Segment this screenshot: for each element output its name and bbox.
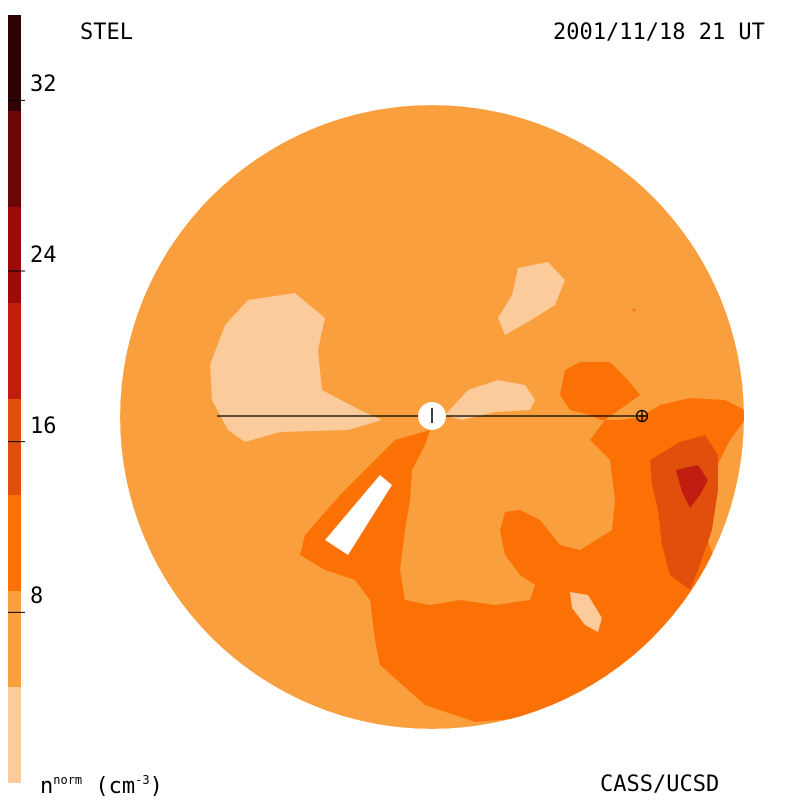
colorbar-tick-label: 32 [30, 72, 57, 98]
timestamp-label: 2001/11/18 21 UT [553, 20, 765, 45]
colorbar-band [8, 207, 21, 303]
unit-exp: -3 [135, 773, 150, 787]
colorbar-band [8, 399, 21, 495]
contour-low-left [210, 293, 382, 442]
earth-marker [635, 409, 649, 423]
unit-tail: (cm [95, 774, 136, 799]
contour-low-center [445, 380, 535, 420]
contour-mid-finger [440, 425, 500, 462]
colorbar-band [8, 495, 21, 591]
colorbar-band [8, 111, 21, 207]
unit-label: nnorm (cm-3) [40, 774, 163, 798]
colorbar-tick-label: 16 [30, 413, 57, 439]
contour-mid-finger-2 [438, 388, 458, 405]
blank-wedge [325, 475, 392, 555]
unit-sup: norm [53, 773, 83, 787]
colorbar-band [8, 15, 21, 111]
map-disk [120, 105, 744, 729]
unit-close: ) [149, 774, 163, 799]
credit-label: CASS/UCSD [600, 772, 720, 797]
contour-low-inner [570, 592, 602, 632]
speck [632, 308, 636, 312]
colorbar-tick-label: 8 [30, 584, 44, 610]
colorbar-band [8, 591, 21, 687]
contour-low-top [498, 262, 565, 335]
title-label: STEL [80, 20, 133, 45]
contour-high-south [300, 362, 744, 722]
contour-peak [676, 465, 708, 508]
colorbar-band [8, 303, 21, 399]
unit-main: n [40, 774, 54, 799]
colorbar-band [8, 687, 21, 783]
colorbar-tick-label: 24 [30, 243, 57, 268]
